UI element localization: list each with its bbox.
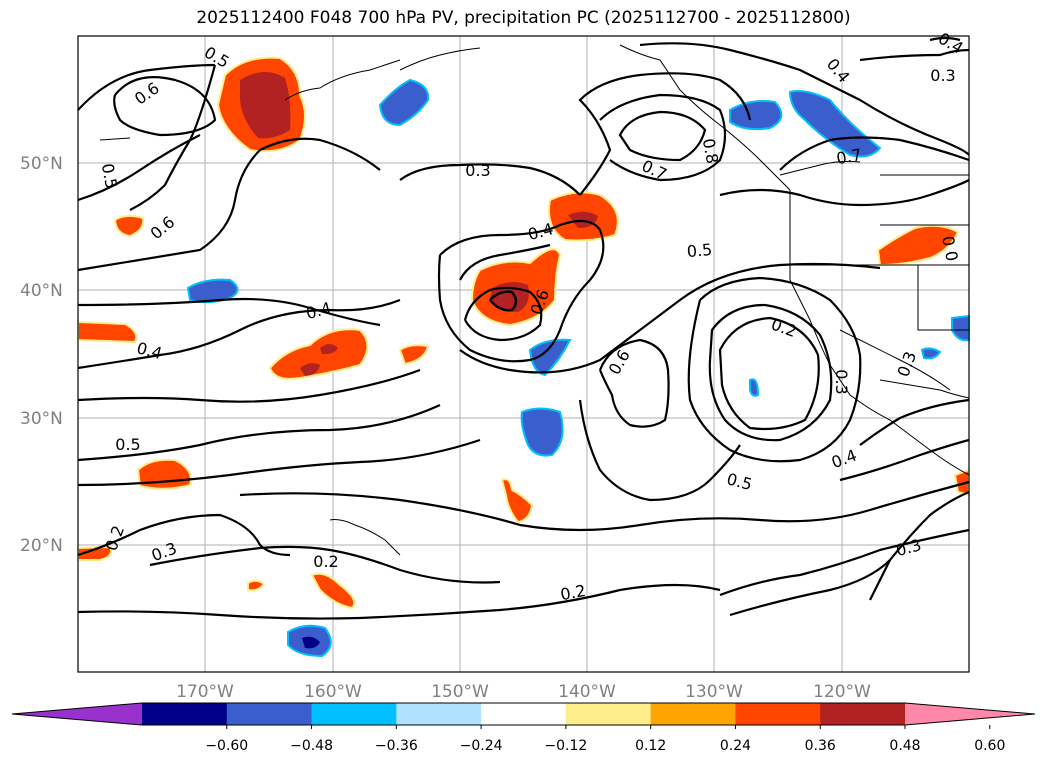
colorbar-tick-label: 0.12 — [635, 738, 666, 754]
lon-label-150w: 150°W — [431, 682, 489, 702]
colorbar-tick-label: −0.60 — [205, 738, 248, 754]
colorbar-segment — [820, 703, 906, 725]
map-frame — [77, 35, 970, 673]
lat-label-30n: 30°N — [20, 409, 63, 429]
colorbar-segment — [311, 703, 397, 725]
contour-label: 0 — [941, 249, 961, 262]
colorbar-tick-label: −0.12 — [544, 738, 587, 754]
lat-label-20n: 20°N — [20, 536, 63, 556]
colorbar: −0.60 −0.48 −0.36 −0.24 −0.12 0.12 0.24 0.36 0.4… — [11, 702, 1036, 754]
lon-label-140w: 140°W — [558, 682, 616, 702]
colorbar-tick-label: −0.48 — [290, 738, 333, 754]
contour-label: 0.7 — [835, 145, 863, 168]
colorbar-extend-low — [12, 703, 142, 725]
contour-label: 0.2 — [559, 581, 587, 604]
colorbar-tick-label: 0.48 — [889, 738, 920, 754]
colorbar-tick-label: −0.36 — [375, 738, 418, 754]
coastlines — [99, 44, 970, 556]
lon-label-170w: 170°W — [176, 682, 234, 702]
colorbar-segment — [226, 703, 313, 725]
colorbar-segment — [650, 703, 736, 725]
colorbar-segment — [481, 703, 567, 725]
map-title: 2025112400 F048 700 hPa PV, precipitatio… — [196, 8, 851, 28]
colorbar-segment — [565, 703, 652, 725]
colorbar-segment — [142, 703, 228, 725]
contour-label: 0.8 — [699, 137, 722, 165]
contour-label: 0.5 — [115, 435, 140, 454]
map-area — [78, 36, 969, 672]
lat-label-50n: 50°N — [20, 154, 63, 174]
colorbar-tick-label: 0.36 — [805, 738, 836, 754]
colorbar-segment — [735, 703, 821, 725]
contour-label: 0.5 — [686, 240, 713, 261]
colorbar-segment — [396, 703, 482, 725]
contour-label: 0.3 — [930, 66, 955, 85]
contour-label: 0.2 — [313, 552, 338, 571]
pv-contours — [77, 36, 970, 620]
lat-label-40n: 40°N — [20, 281, 63, 301]
lon-label-130w: 130°W — [685, 682, 743, 702]
colorbar-tick-label: 0.60 — [974, 738, 1005, 754]
lon-label-160w: 160°W — [304, 682, 362, 702]
contour-label: 0.3 — [465, 161, 490, 180]
precip-shading — [77, 56, 970, 658]
colorbar-extend-high — [905, 703, 1035, 725]
contour-label: 0 — [938, 234, 958, 247]
lon-label-120w: 120°W — [813, 682, 871, 702]
colorbar-tick-label: 0.24 — [720, 738, 751, 754]
colorbar-tick-label: −0.24 — [460, 738, 503, 754]
colorbar-outline — [11, 702, 1036, 726]
contour-label: 0.3 — [832, 369, 851, 394]
contour-label: 0.5 — [98, 162, 121, 190]
